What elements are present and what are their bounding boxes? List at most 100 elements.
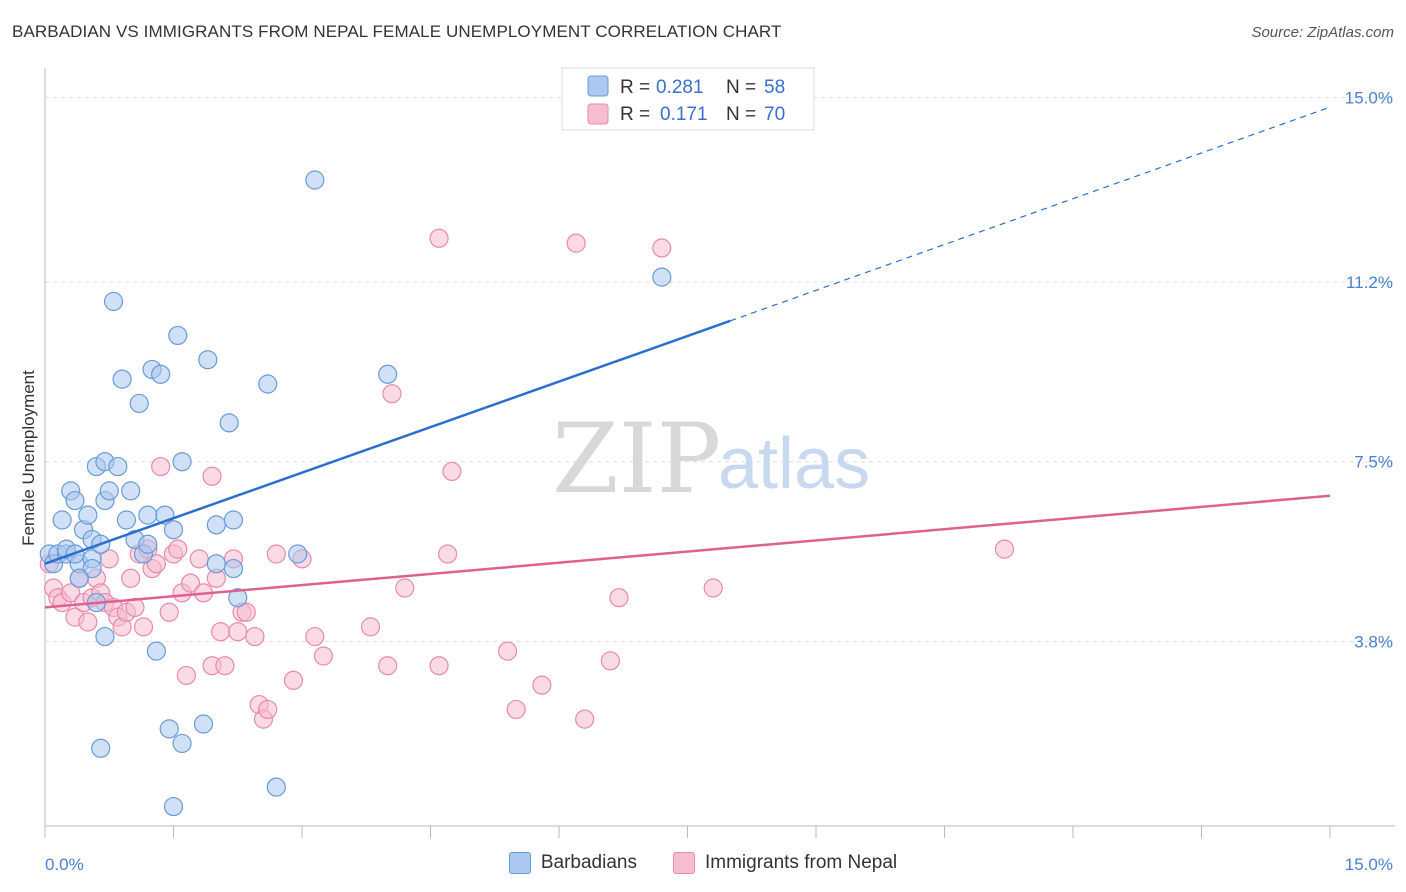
nepal-point xyxy=(228,622,248,642)
nepal-point xyxy=(498,641,518,661)
barbadians-point xyxy=(652,267,672,287)
nepal-point xyxy=(429,228,449,248)
barbadians-point xyxy=(121,481,141,501)
source-label: Source: ZipAtlas.com xyxy=(1251,24,1394,41)
barbadians-point xyxy=(163,796,184,817)
nepal-point xyxy=(245,626,265,647)
nepal-swatch xyxy=(672,852,695,874)
legend-item-nepal[interactable]: Immigrants from Nepal xyxy=(672,852,898,874)
nepal-point xyxy=(133,617,154,637)
barbadians-point xyxy=(172,452,192,472)
barbadians-point xyxy=(129,393,149,414)
nepal-point xyxy=(429,656,449,676)
barbadians-point xyxy=(138,534,158,554)
watermark-atlas: atlas xyxy=(718,424,870,504)
barbadians-point xyxy=(305,170,325,190)
legend-r-label-2: R = xyxy=(620,104,650,125)
nepal-point xyxy=(202,466,222,486)
barbadians-point xyxy=(223,558,244,579)
barbadians-point xyxy=(65,490,85,511)
barbadians-point xyxy=(198,350,218,370)
nepal-point xyxy=(994,539,1015,559)
legend-n-value-1: 58 xyxy=(764,77,785,98)
nepal-point xyxy=(283,670,304,690)
barbadians-point xyxy=(206,554,226,574)
nepal-point xyxy=(566,233,586,253)
nepal-point xyxy=(211,622,231,642)
barbadians-trend-extension xyxy=(730,106,1331,322)
barbadians-point xyxy=(112,369,132,389)
tick-labels: 3.8% 7.5% 11.2% 15.0% 0.0% 15.0% xyxy=(45,88,1393,874)
y-axis-label: Female Unemployment xyxy=(19,370,38,546)
nepal-point xyxy=(215,656,235,676)
barbadians-point xyxy=(168,325,188,346)
nepal-point xyxy=(532,675,552,695)
barbadians-point xyxy=(95,626,115,647)
barbadians-point xyxy=(258,374,278,394)
legend-n-value-2: 70 xyxy=(764,104,785,125)
nepal-point xyxy=(236,602,256,622)
barbadians-point xyxy=(146,641,166,661)
nepal-point xyxy=(575,709,595,729)
barbadians-point xyxy=(91,738,111,758)
barbadians-point xyxy=(206,515,226,535)
legend-swatch-pink xyxy=(587,103,609,125)
barbadians-point xyxy=(378,364,398,384)
nepal-point xyxy=(159,602,179,622)
legend-r-label-1: R = xyxy=(620,77,650,98)
nepal-point xyxy=(78,612,98,632)
barbadians-trend-line xyxy=(44,319,731,565)
barbadians-point xyxy=(138,505,158,525)
nepal-point xyxy=(703,578,723,598)
nepal-point xyxy=(506,699,526,720)
legend-item-barbadians[interactable]: Barbadians xyxy=(508,852,637,874)
nepal-point xyxy=(442,461,462,482)
nepal-label: Immigrants from Nepal xyxy=(704,852,898,873)
nepal-point xyxy=(266,544,286,564)
legend-r-value-2: 0.171 xyxy=(660,104,708,125)
nepal-point xyxy=(151,456,171,477)
barbadians-point xyxy=(78,505,98,525)
y-tick-label: 7.5% xyxy=(1354,453,1393,472)
axes xyxy=(44,68,1395,838)
nepal-point xyxy=(305,626,325,647)
barbadians-point xyxy=(193,714,214,734)
barbadians-point xyxy=(172,733,192,754)
barbadians-swatch xyxy=(508,852,531,874)
nepal-point xyxy=(258,699,278,720)
nepal-point xyxy=(438,544,458,564)
y-tick-label: 15.0% xyxy=(1345,88,1393,107)
legend-n-label-2: N = xyxy=(726,104,756,125)
barbadians-point xyxy=(219,413,239,433)
nepal-point xyxy=(189,549,209,569)
barbadians-point xyxy=(159,719,179,739)
nepal-point xyxy=(652,238,672,258)
legend-n-label-1: N = xyxy=(726,77,756,98)
barbadians-point xyxy=(163,520,184,540)
barbadians-point xyxy=(151,364,171,384)
nepal-point xyxy=(121,568,141,588)
nepal-point xyxy=(378,656,398,676)
barbadians-point xyxy=(116,510,136,530)
x-tick-label: 0.0% xyxy=(45,855,84,874)
barbadians-point xyxy=(99,481,119,501)
y-tick-label: 11.2% xyxy=(1346,273,1393,292)
legend-swatch-blue xyxy=(587,75,609,97)
trend-lines xyxy=(44,106,1331,609)
nepal-trend-line xyxy=(44,494,1331,609)
y-tick-label: 3.8% xyxy=(1354,632,1393,651)
barbadians-point xyxy=(223,510,244,530)
nepal-point xyxy=(382,384,402,404)
nepal-point xyxy=(61,583,81,603)
nepal-point xyxy=(360,617,381,637)
x-tick-label: 15.0% xyxy=(1345,855,1393,874)
correlation-legend: R = 0.281 N = 58 R = 0.171 N = 70 xyxy=(561,67,815,131)
barbadians-point xyxy=(69,568,89,588)
nepal-point xyxy=(168,539,188,559)
barbadians-point xyxy=(266,777,286,797)
nepal-point xyxy=(176,665,196,686)
series-legend: Barbadians Immigrants from Nepal xyxy=(0,852,1406,874)
nepal-point xyxy=(395,578,415,598)
watermark-zip: ZIP xyxy=(552,403,721,515)
